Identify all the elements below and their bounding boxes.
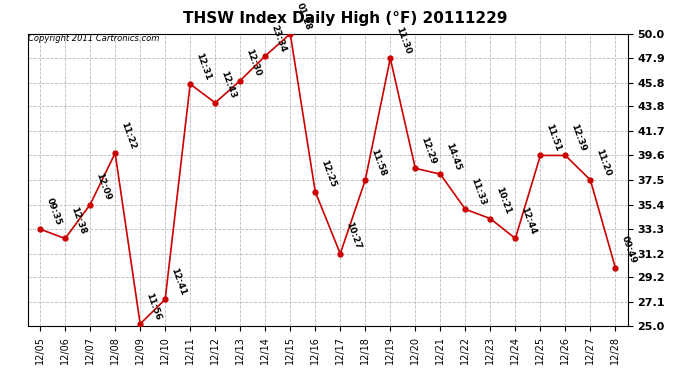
Text: Copyright 2011 Cartronics.com: Copyright 2011 Cartronics.com [28,34,159,43]
Text: 11:58: 11:58 [369,147,388,177]
Text: 12:44: 12:44 [520,206,538,236]
Text: 09:35: 09:35 [44,196,63,226]
Text: 11:20: 11:20 [595,147,613,177]
Text: 12:41: 12:41 [169,267,188,297]
Text: 12:30: 12:30 [244,48,263,78]
Text: 12:38: 12:38 [69,206,88,236]
Text: 10:27: 10:27 [344,221,363,251]
Text: 12:43: 12:43 [219,70,237,100]
Text: 12:09: 12:09 [95,172,112,202]
Text: 12:25: 12:25 [319,159,337,189]
Text: 11:30: 11:30 [395,26,413,56]
Text: THSW Index Daily High (°F) 20111229: THSW Index Daily High (°F) 20111229 [183,11,507,26]
Text: 12:39: 12:39 [569,123,588,153]
Text: 11:51: 11:51 [544,123,563,153]
Text: 23:34: 23:34 [269,23,288,53]
Text: 11:56: 11:56 [144,291,163,321]
Text: 01:18: 01:18 [295,1,313,31]
Text: 11:22: 11:22 [119,120,137,150]
Text: 14:45: 14:45 [444,141,463,171]
Text: 10:21: 10:21 [495,186,513,216]
Text: 09:49: 09:49 [620,235,638,265]
Text: 11:33: 11:33 [469,177,488,207]
Text: 12:29: 12:29 [420,135,437,165]
Text: 12:31: 12:31 [195,51,213,81]
